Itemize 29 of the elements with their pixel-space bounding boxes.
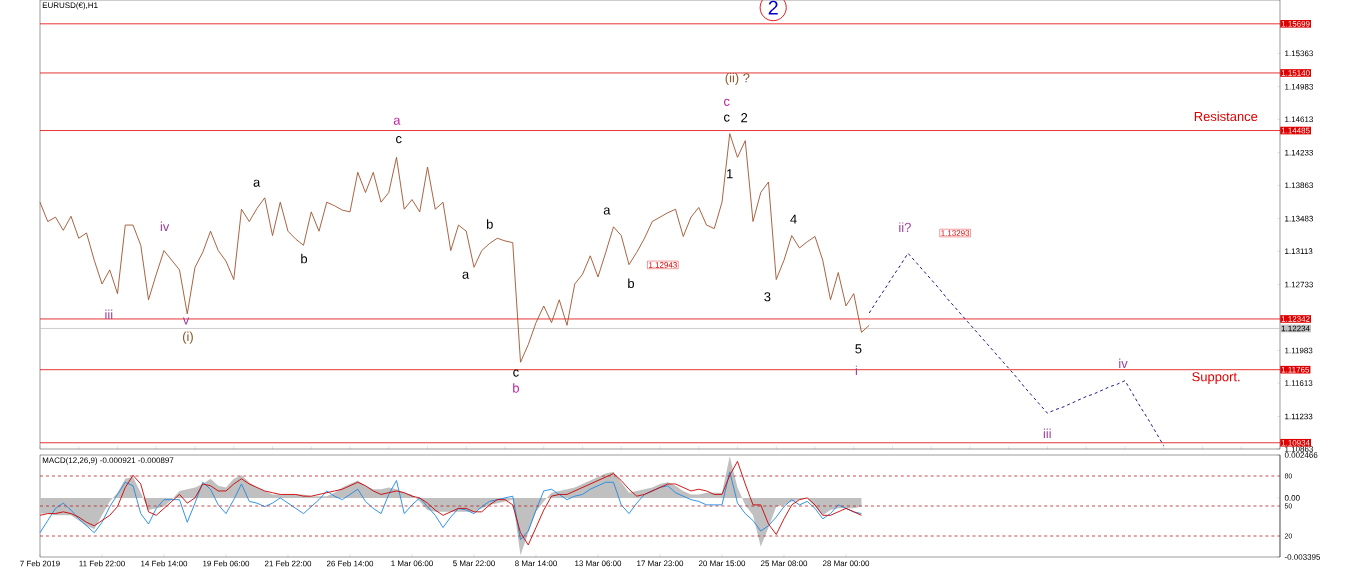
- annotation: 3: [764, 292, 771, 302]
- annotation: c: [724, 114, 730, 122]
- annotation: a: [603, 207, 611, 215]
- annotation: iv: [160, 221, 170, 231]
- annotation: b: [301, 253, 308, 264]
- annotation: ii?: [899, 222, 911, 232]
- annotation: 2: [741, 113, 748, 123]
- annotation: c: [513, 369, 519, 377]
- annotation: 2: [768, 0, 778, 15]
- annotation: b: [628, 278, 635, 289]
- annotation: iii: [105, 309, 113, 319]
- annotation: (i): [182, 331, 193, 344]
- annotation: iii: [1043, 428, 1051, 438]
- annotation: 4: [790, 214, 797, 224]
- annotation: b: [513, 383, 519, 393]
- annotation: i: [855, 365, 857, 376]
- annotation: Resistance: [1194, 111, 1258, 122]
- annotation: v: [182, 317, 190, 325]
- annotation: b: [486, 219, 493, 229]
- annotation: 1: [727, 169, 733, 179]
- annotation: iv: [1119, 358, 1128, 368]
- annotation: a: [462, 271, 470, 279]
- annotation: a: [253, 179, 261, 187]
- annotation: (ii) ?: [725, 72, 750, 86]
- annotation: c: [396, 136, 402, 144]
- annotation: c: [724, 98, 730, 106]
- annotation: 5: [855, 344, 862, 354]
- annotation: Support.: [1192, 372, 1240, 384]
- annotation: a: [393, 117, 401, 125]
